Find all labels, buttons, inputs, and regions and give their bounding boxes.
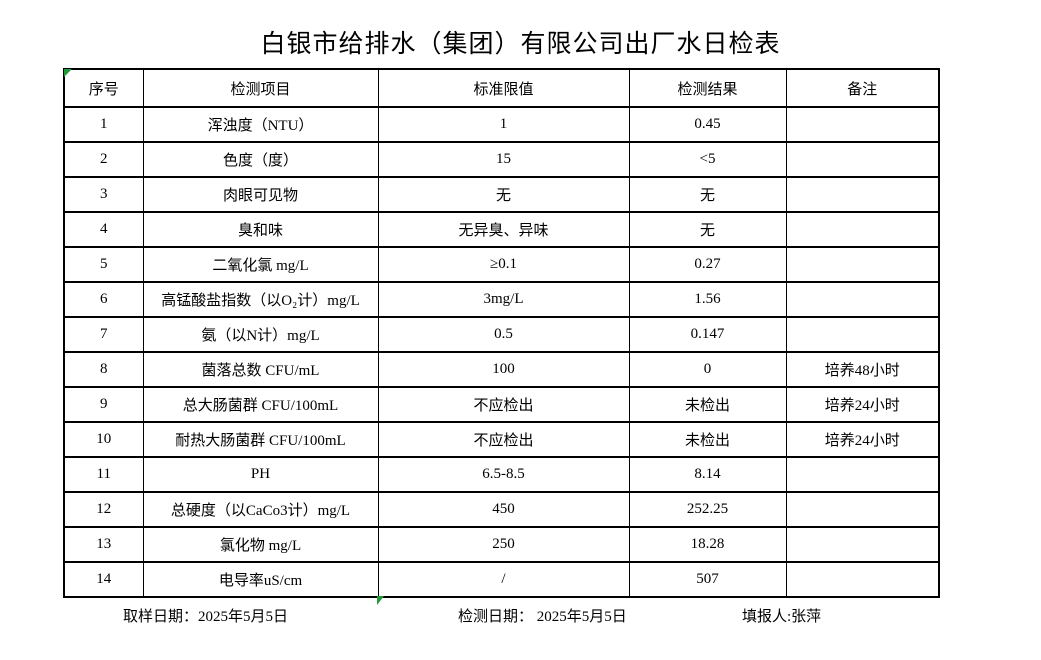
- cell-remark: 培养24小时: [785, 421, 940, 458]
- page-title: 白银市给排水（集团）有限公司出厂水日检表: [260, 31, 781, 58]
- header-no: 序号: [63, 68, 144, 108]
- inspection-table: 序号 检测项目 标准限值 检测结果 备注 1 浑浊度（NTU） 1 0.45 2…: [63, 68, 940, 598]
- cell-result: 0.45: [628, 106, 787, 143]
- cell-result: 0: [628, 351, 787, 388]
- table-row: 7 氨（以N计）mg/L 0.5 0.147: [63, 316, 940, 353]
- cell-result: <5: [628, 141, 787, 178]
- table-header-row: 序号 检测项目 标准限值 检测结果 备注: [63, 68, 940, 108]
- cell-no: 5: [63, 246, 144, 283]
- excel-corner-artifact-icon: [64, 69, 72, 77]
- cell-limit: /: [377, 561, 630, 598]
- cell-no: 4: [63, 211, 144, 248]
- cell-remark: [785, 491, 940, 528]
- cell-no: 12: [63, 491, 144, 528]
- cell-remark: [785, 316, 940, 353]
- table-row: 1 浑浊度（NTU） 1 0.45: [63, 106, 940, 143]
- cell-result: 1.56: [628, 281, 787, 318]
- cell-result: 252.25: [628, 491, 787, 528]
- reporter-name: 填报人:张萍: [742, 609, 822, 625]
- cell-item: 氯化物 mg/L: [142, 526, 379, 563]
- cell-item: 总硬度（以CaCo3计）mg/L: [142, 491, 379, 528]
- cell-limit: ≥0.1: [377, 246, 630, 283]
- cell-limit: 无异臭、异味: [377, 211, 630, 248]
- cell-remark: [785, 561, 940, 598]
- excel-bottom-artifact-icon: [377, 596, 384, 605]
- cell-item: 氨（以N计）mg/L: [142, 316, 379, 353]
- header-item: 检测项目: [142, 68, 379, 108]
- cell-no: 13: [63, 526, 144, 563]
- table-row: 2 色度（度） 15 <5: [63, 141, 940, 178]
- cell-limit: 不应检出: [377, 421, 630, 458]
- sampling-date: 取样日期：2025年5月5日: [123, 609, 289, 625]
- cell-no: 14: [63, 561, 144, 598]
- header-limit: 标准限值: [377, 68, 630, 108]
- table-row: 8 菌落总数 CFU/mL 100 0 培养48小时: [63, 351, 940, 388]
- cell-limit: 450: [377, 491, 630, 528]
- cell-result: 未检出: [628, 386, 787, 423]
- cell-item: 电导率uS/cm: [142, 561, 379, 598]
- cell-result: 无: [628, 176, 787, 213]
- cell-result: 18.28: [628, 526, 787, 563]
- table-row: 5 二氧化氯 mg/L ≥0.1 0.27: [63, 246, 940, 283]
- cell-limit: 100: [377, 351, 630, 388]
- table-row: 14 电导率uS/cm / 507: [63, 561, 940, 598]
- cell-result: 0.147: [628, 316, 787, 353]
- cell-item: PH: [142, 456, 379, 493]
- cell-no: 10: [63, 421, 144, 458]
- cell-remark: [785, 106, 940, 143]
- table-row: 11 PH 6.5-8.5 8.14: [63, 456, 940, 493]
- cell-no: 7: [63, 316, 144, 353]
- cell-remark: [785, 246, 940, 283]
- cell-no: 3: [63, 176, 144, 213]
- table-row: 10 耐热大肠菌群 CFU/100mL 不应检出 未检出 培养24小时: [63, 421, 940, 458]
- cell-remark: 培养24小时: [785, 386, 940, 423]
- header-result: 检测结果: [628, 68, 787, 108]
- cell-item: 色度（度）: [142, 141, 379, 178]
- cell-limit: 1: [377, 106, 630, 143]
- cell-item: 肉眼可见物: [142, 176, 379, 213]
- cell-no: 9: [63, 386, 144, 423]
- cell-no: 8: [63, 351, 144, 388]
- cell-item: 臭和味: [142, 211, 379, 248]
- table-row: 9 总大肠菌群 CFU/100mL 不应检出 未检出 培养24小时: [63, 386, 940, 423]
- cell-limit: 无: [377, 176, 630, 213]
- cell-result: 507: [628, 561, 787, 598]
- cell-result: 0.27: [628, 246, 787, 283]
- cell-no: 2: [63, 141, 144, 178]
- cell-remark: [785, 211, 940, 248]
- table-row: 3 肉眼可见物 无 无: [63, 176, 940, 213]
- cell-remark: [785, 456, 940, 493]
- cell-item: 耐热大肠菌群 CFU/100mL: [142, 421, 379, 458]
- cell-remark: [785, 176, 940, 213]
- table-row: 4 臭和味 无异臭、异味 无: [63, 211, 940, 248]
- cell-remark: [785, 281, 940, 318]
- cell-item: 总大肠菌群 CFU/100mL: [142, 386, 379, 423]
- table-row: 6 高锰酸盐指数（以O₂计）mg/L 3mg/L 1.56: [63, 281, 940, 318]
- cell-item: 二氧化氯 mg/L: [142, 246, 379, 283]
- table-row: 13 氯化物 mg/L 250 18.28: [63, 526, 940, 563]
- cell-result: 无: [628, 211, 787, 248]
- testing-date: 检测日期： 2025年5月5日: [458, 609, 627, 625]
- cell-limit: 250: [377, 526, 630, 563]
- cell-item: 高锰酸盐指数（以O₂计）mg/L: [142, 281, 379, 318]
- cell-no: 6: [63, 281, 144, 318]
- cell-item: 浑浊度（NTU）: [142, 106, 379, 143]
- cell-remark: [785, 141, 940, 178]
- cell-result: 8.14: [628, 456, 787, 493]
- cell-limit: 不应检出: [377, 386, 630, 423]
- cell-remark: 培养48小时: [785, 351, 940, 388]
- cell-item: 菌落总数 CFU/mL: [142, 351, 379, 388]
- cell-result: 未检出: [628, 421, 787, 458]
- cell-limit: 0.5: [377, 316, 630, 353]
- cell-no: 11: [63, 456, 144, 493]
- cell-remark: [785, 526, 940, 563]
- cell-limit: 15: [377, 141, 630, 178]
- header-remark: 备注: [785, 68, 940, 108]
- table-row: 12 总硬度（以CaCo3计）mg/L 450 252.25: [63, 491, 940, 528]
- cell-limit: 6.5-8.5: [377, 456, 630, 493]
- cell-limit: 3mg/L: [377, 281, 630, 318]
- cell-no: 1: [63, 106, 144, 143]
